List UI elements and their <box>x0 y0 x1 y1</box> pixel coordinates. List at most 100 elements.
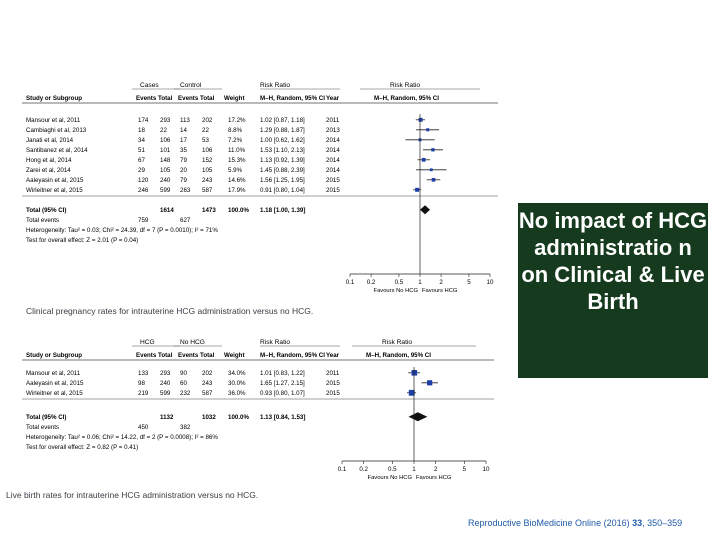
column-header: Weight <box>224 95 245 102</box>
x-tick-label: 1 <box>412 466 416 473</box>
study-name: Zarei et al, 2014 <box>26 167 71 174</box>
citation-volume: 33 <box>632 518 643 528</box>
total-group2: 243 <box>202 177 213 184</box>
study-ci: 0.93 [0.80, 1.07] <box>260 390 305 397</box>
study-name: Wirleitner et al, 2015 <box>26 187 83 194</box>
study-name: Aaleyasin et al, 2015 <box>26 177 84 184</box>
total-label: Total (95% CI) <box>26 414 66 421</box>
study-year: 2013 <box>326 127 340 134</box>
total-group1: 599 <box>160 390 171 397</box>
column-header: Year <box>326 352 340 359</box>
study-name: Mansour et al, 2011 <box>26 370 81 377</box>
study-marker <box>408 389 415 396</box>
study-weight: 17.2% <box>228 117 246 124</box>
heterogeneity-text: Heterogeneity: Tau² = 0.03; Chi² = 24.39… <box>26 227 218 234</box>
column-header: Events <box>136 95 157 102</box>
study-year: 2014 <box>326 157 340 164</box>
forest-plot-svg: Cases Control Risk Ratio Risk Ratio Study or… <box>22 82 498 294</box>
total-group2: 152 <box>202 157 213 164</box>
forest-plot-caption: Clinical pregnancy rates for intrauterin… <box>26 306 314 316</box>
study-year: 2014 <box>326 167 340 174</box>
events-group1: 133 <box>138 370 149 377</box>
study-ci: 1.56 [1.25, 1.95] <box>260 177 305 184</box>
study-marker <box>429 168 433 172</box>
group1-header: Cases <box>140 82 159 89</box>
effect-title: Risk Ratio <box>260 339 290 346</box>
total-group2: 202 <box>202 370 213 377</box>
study-name: Janati et al, 2014 <box>26 137 74 144</box>
overall-effect-text: Test for overall effect: Z = 0.82 (P = 0… <box>26 444 138 451</box>
total-group1: 105 <box>160 167 171 174</box>
study-weight: 11.0% <box>228 147 246 154</box>
total-label: Total (95% CI) <box>26 207 66 214</box>
total-events-group2: 627 <box>180 217 191 224</box>
events-group2: 35 <box>180 147 187 154</box>
heterogeneity-text: Heterogeneity: Tau² = 0.06; Chi² = 14.22… <box>26 434 218 441</box>
total-n-group2: 1032 <box>202 414 216 421</box>
events-group2: 263 <box>180 187 191 194</box>
column-header: Events <box>136 352 157 359</box>
study-weight: 36.0% <box>228 390 246 397</box>
study-marker <box>418 117 423 122</box>
live-birth-forest-plot: HCG No HCG Risk Ratio Risk Ratio Study or Su… <box>20 335 500 485</box>
events-group1: 120 <box>138 177 149 184</box>
events-group2: 232 <box>180 390 191 397</box>
events-group1: 18 <box>138 127 145 134</box>
effect-title-right: Risk Ratio <box>390 82 420 89</box>
study-ci: 1.00 [0.62, 1.62] <box>260 137 305 144</box>
total-group1: 106 <box>160 137 171 144</box>
study-year: 2015 <box>326 177 340 184</box>
total-ci: 1.13 [0.84, 1.53] <box>260 414 305 421</box>
total-group1: 101 <box>160 147 171 154</box>
events-group1: 219 <box>138 390 149 397</box>
effect-title-right: Risk Ratio <box>382 339 412 346</box>
overall-effect-text: Test for overall effect: Z = 2.01 (P = 0… <box>26 237 138 244</box>
total-events-label: Total events <box>26 217 59 224</box>
x-tick-label: 0.1 <box>346 279 355 286</box>
study-marker <box>431 148 435 152</box>
total-weight: 100.0% <box>228 207 249 214</box>
study-year: 2015 <box>326 390 340 397</box>
citation-pages: , 350–359 <box>642 518 683 528</box>
study-weight: 14.6% <box>228 177 246 184</box>
study-ci: 1.02 [0.87, 1.18] <box>260 117 305 124</box>
total-events-label: Total events <box>26 424 59 431</box>
study-name: Cambiaghi et al, 2013 <box>26 127 87 134</box>
study-year: 2015 <box>326 187 340 194</box>
x-tick-label: 2 <box>434 466 438 473</box>
events-group2: 113 <box>180 117 190 124</box>
study-name: Santibanez et al, 2014 <box>26 147 88 154</box>
total-group2: 243 <box>202 380 213 387</box>
total-group1: 240 <box>160 177 171 184</box>
clinical-pregnancy-forest-plot: Cases Control Risk Ratio Risk Ratio Study or… <box>20 78 500 298</box>
events-group1: 67 <box>138 157 145 164</box>
forest-plot-svg: HCG No HCG Risk Ratio Risk Ratio Study or Su… <box>22 339 494 481</box>
study-marker <box>415 187 420 192</box>
total-group2: 105 <box>202 167 213 174</box>
group2-header: No HCG <box>180 339 205 346</box>
pooled-diamond <box>420 205 431 215</box>
citation-journal: Reproductive BioMedicine Online (2016) <box>468 518 630 528</box>
total-events-group1: 759 <box>138 217 149 224</box>
x-tick-label: 10 <box>487 279 494 286</box>
total-ci: 1.18 [1.00, 1.39] <box>260 207 305 214</box>
column-header: Total <box>200 352 215 359</box>
total-group1: 148 <box>160 157 171 164</box>
favours-left-label: Favours No HCG <box>368 475 413 481</box>
citation: Reproductive BioMedicine Online (2016) 3… <box>468 518 682 528</box>
study-name: Wirleitner et al, 2015 <box>26 390 83 397</box>
study-weight: 5.9% <box>228 167 243 174</box>
study-marker <box>426 128 430 132</box>
total-group2: 587 <box>202 187 213 194</box>
pooled-diamond <box>408 412 428 422</box>
study-ci: 1.45 [0.88, 2.39] <box>260 167 305 174</box>
study-weight: 7.2% <box>228 137 243 144</box>
study-weight: 30.0% <box>228 380 246 387</box>
study-weight: 8.8% <box>228 127 243 134</box>
events-group1: 51 <box>138 147 145 154</box>
column-header: Total <box>158 352 173 359</box>
study-name: Mansour et al, 2011 <box>26 117 81 124</box>
study-weight: 15.3% <box>228 157 246 164</box>
total-n-group1: 1132 <box>160 414 174 421</box>
study-year: 2011 <box>326 117 340 124</box>
